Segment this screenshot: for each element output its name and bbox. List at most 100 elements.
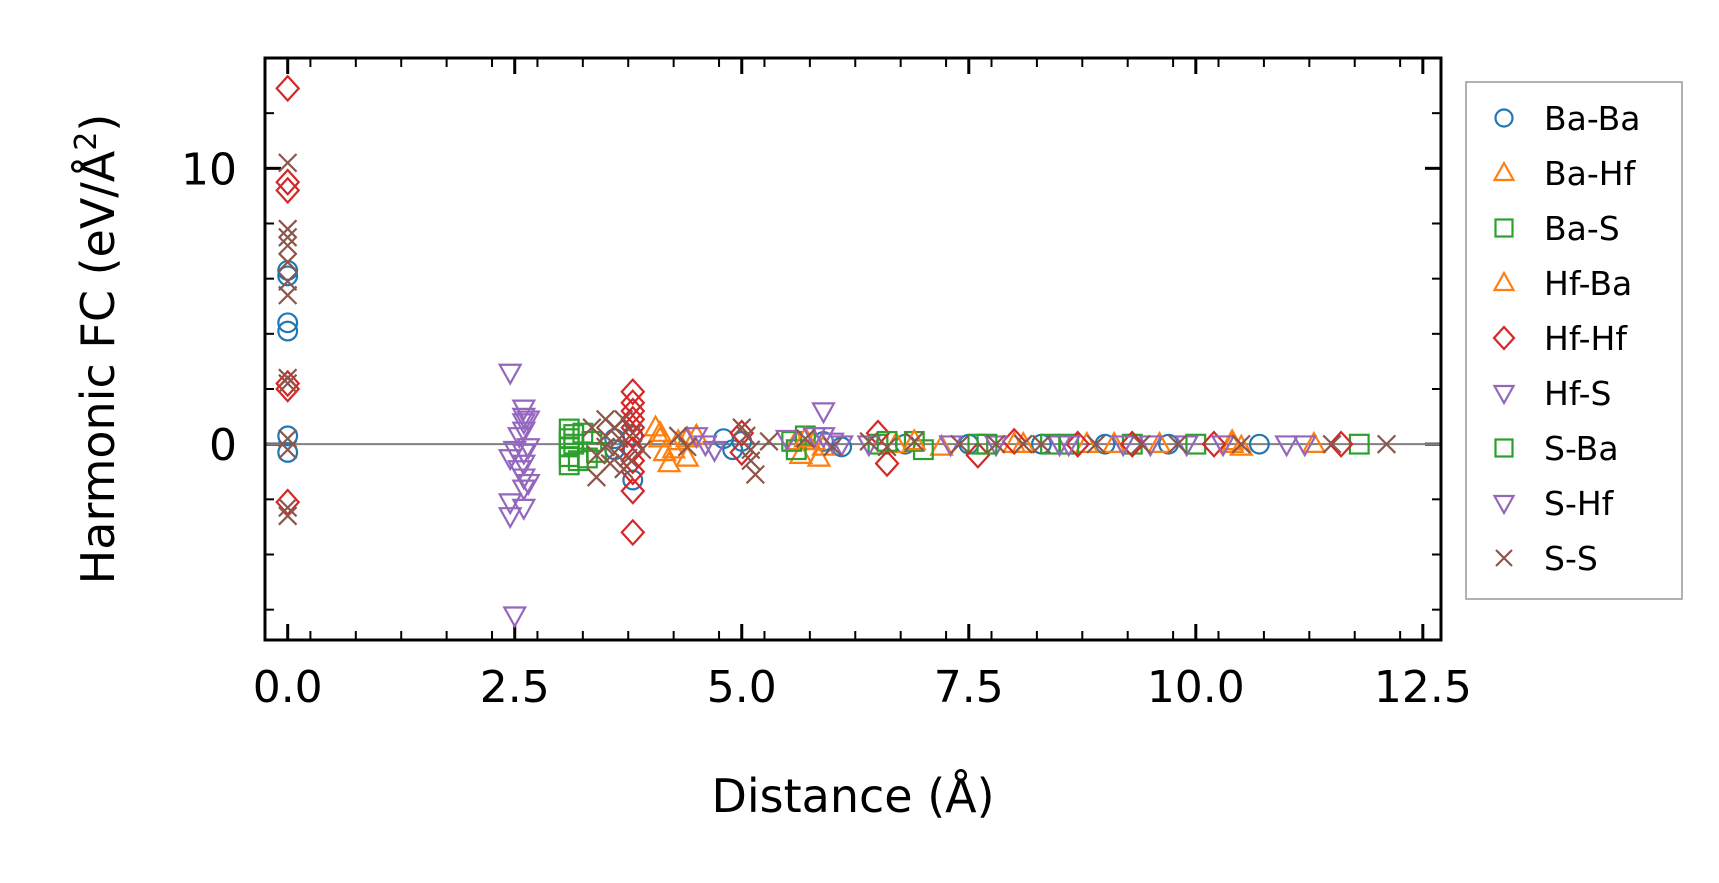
data-point bbox=[605, 442, 625, 463]
legend-label: S-S bbox=[1544, 539, 1598, 578]
data-point bbox=[1065, 430, 1091, 458]
data-point bbox=[609, 429, 629, 449]
legend-label: Ba-Hf bbox=[1544, 154, 1637, 193]
data-point bbox=[1292, 435, 1318, 458]
data-point bbox=[741, 451, 761, 471]
data-point bbox=[792, 425, 818, 448]
legend-label: Ba-Ba bbox=[1544, 99, 1640, 138]
data-point bbox=[620, 518, 646, 547]
data-point bbox=[278, 219, 298, 239]
data-point bbox=[278, 153, 298, 173]
data-point bbox=[1248, 433, 1270, 455]
plot-frame bbox=[263, 56, 1443, 642]
data-point bbox=[647, 425, 673, 448]
data-point bbox=[278, 368, 298, 388]
data-point bbox=[576, 447, 598, 469]
data-point bbox=[1274, 435, 1299, 458]
axis-ticks bbox=[264, 58, 1441, 640]
data-point bbox=[502, 440, 528, 463]
data-point bbox=[277, 320, 299, 342]
data-point bbox=[795, 429, 815, 449]
data-point bbox=[278, 373, 298, 394]
data-point bbox=[511, 443, 537, 466]
data-point bbox=[614, 459, 634, 479]
data-point bbox=[614, 409, 634, 429]
data-point bbox=[516, 473, 541, 497]
data-point bbox=[904, 431, 924, 451]
data-point bbox=[511, 498, 537, 521]
legend-marker bbox=[1492, 384, 1516, 406]
data-point bbox=[806, 444, 832, 467]
y-axis-title-superscript: 2 bbox=[69, 132, 104, 151]
x-axis-title: Distance (Å) bbox=[711, 769, 994, 823]
series-hf-hf bbox=[275, 74, 1354, 547]
data-point bbox=[1228, 433, 1254, 456]
data-point bbox=[275, 369, 301, 398]
legend-marker bbox=[1494, 108, 1514, 128]
data-point bbox=[811, 402, 836, 425]
legend-marker bbox=[1492, 270, 1516, 292]
data-point bbox=[965, 441, 991, 469]
x-tick-label: 0.0 bbox=[253, 662, 323, 713]
data-point bbox=[278, 506, 298, 526]
data-point bbox=[950, 434, 970, 454]
data-point bbox=[511, 407, 537, 430]
data-point bbox=[511, 454, 537, 477]
data-point bbox=[1185, 433, 1207, 455]
data-point bbox=[1101, 430, 1127, 453]
data-point bbox=[275, 488, 301, 516]
legend: Ba-Ba Ba-Hf Ba-S Hf-Ba Hf-Hf Hf-S S-Ba S-Hf S-S bbox=[1465, 81, 1683, 600]
data-point bbox=[278, 235, 298, 256]
x-tick-label: 5.0 bbox=[707, 662, 777, 713]
legend-marker bbox=[1492, 325, 1516, 351]
legend-item: Hf-Ba bbox=[1492, 264, 1632, 303]
legend-item: S-Hf bbox=[1492, 484, 1615, 523]
data-point bbox=[278, 227, 298, 247]
legend-item: S-Ba bbox=[1494, 429, 1619, 468]
data-point bbox=[278, 285, 298, 305]
data-point bbox=[623, 423, 643, 443]
data-point bbox=[506, 427, 532, 450]
x-tick-label: 10.0 bbox=[1147, 662, 1245, 713]
data-point bbox=[668, 426, 688, 446]
data-point bbox=[1110, 435, 1136, 458]
data-point bbox=[745, 464, 765, 485]
data-point bbox=[277, 265, 299, 287]
y-tick-labels: 0 10 bbox=[181, 144, 237, 471]
data-point bbox=[1047, 435, 1072, 458]
legend-label: Hf-Hf bbox=[1544, 319, 1628, 358]
y-tick-label: 10 bbox=[181, 144, 237, 195]
legend-marker bbox=[1494, 218, 1514, 238]
data-point bbox=[275, 176, 301, 205]
data-point bbox=[874, 449, 900, 478]
data-point bbox=[632, 440, 652, 460]
data-point bbox=[877, 437, 897, 457]
data-point bbox=[502, 606, 528, 629]
data-point bbox=[620, 477, 646, 505]
data-point bbox=[1231, 434, 1251, 454]
legend-label: Ba-S bbox=[1544, 209, 1620, 248]
data-point bbox=[1210, 435, 1236, 458]
data-point bbox=[511, 479, 537, 502]
data-point bbox=[572, 422, 594, 444]
data-point bbox=[511, 468, 537, 491]
data-point bbox=[582, 418, 602, 438]
data-point bbox=[497, 507, 523, 530]
legend-item: Ba-Ba bbox=[1494, 99, 1640, 138]
data-point bbox=[278, 498, 298, 518]
data-point bbox=[986, 434, 1006, 454]
data-point bbox=[595, 437, 616, 457]
data-point bbox=[277, 312, 299, 334]
data-point bbox=[620, 405, 646, 434]
data-point bbox=[1131, 434, 1151, 454]
x-tick-label: 2.5 bbox=[480, 662, 550, 713]
legend-item: S-S bbox=[1495, 539, 1598, 578]
data-point bbox=[1168, 434, 1188, 454]
legend-item: Hf-S bbox=[1492, 374, 1611, 413]
legend-item: Ba-S bbox=[1494, 209, 1620, 248]
data-point bbox=[736, 426, 756, 446]
data-point bbox=[278, 440, 298, 460]
x-tick-labels: 0.0 2.5 5.0 7.5 10.0 12.5 bbox=[253, 662, 1472, 713]
data-point bbox=[278, 271, 298, 291]
data-point bbox=[1301, 430, 1327, 453]
